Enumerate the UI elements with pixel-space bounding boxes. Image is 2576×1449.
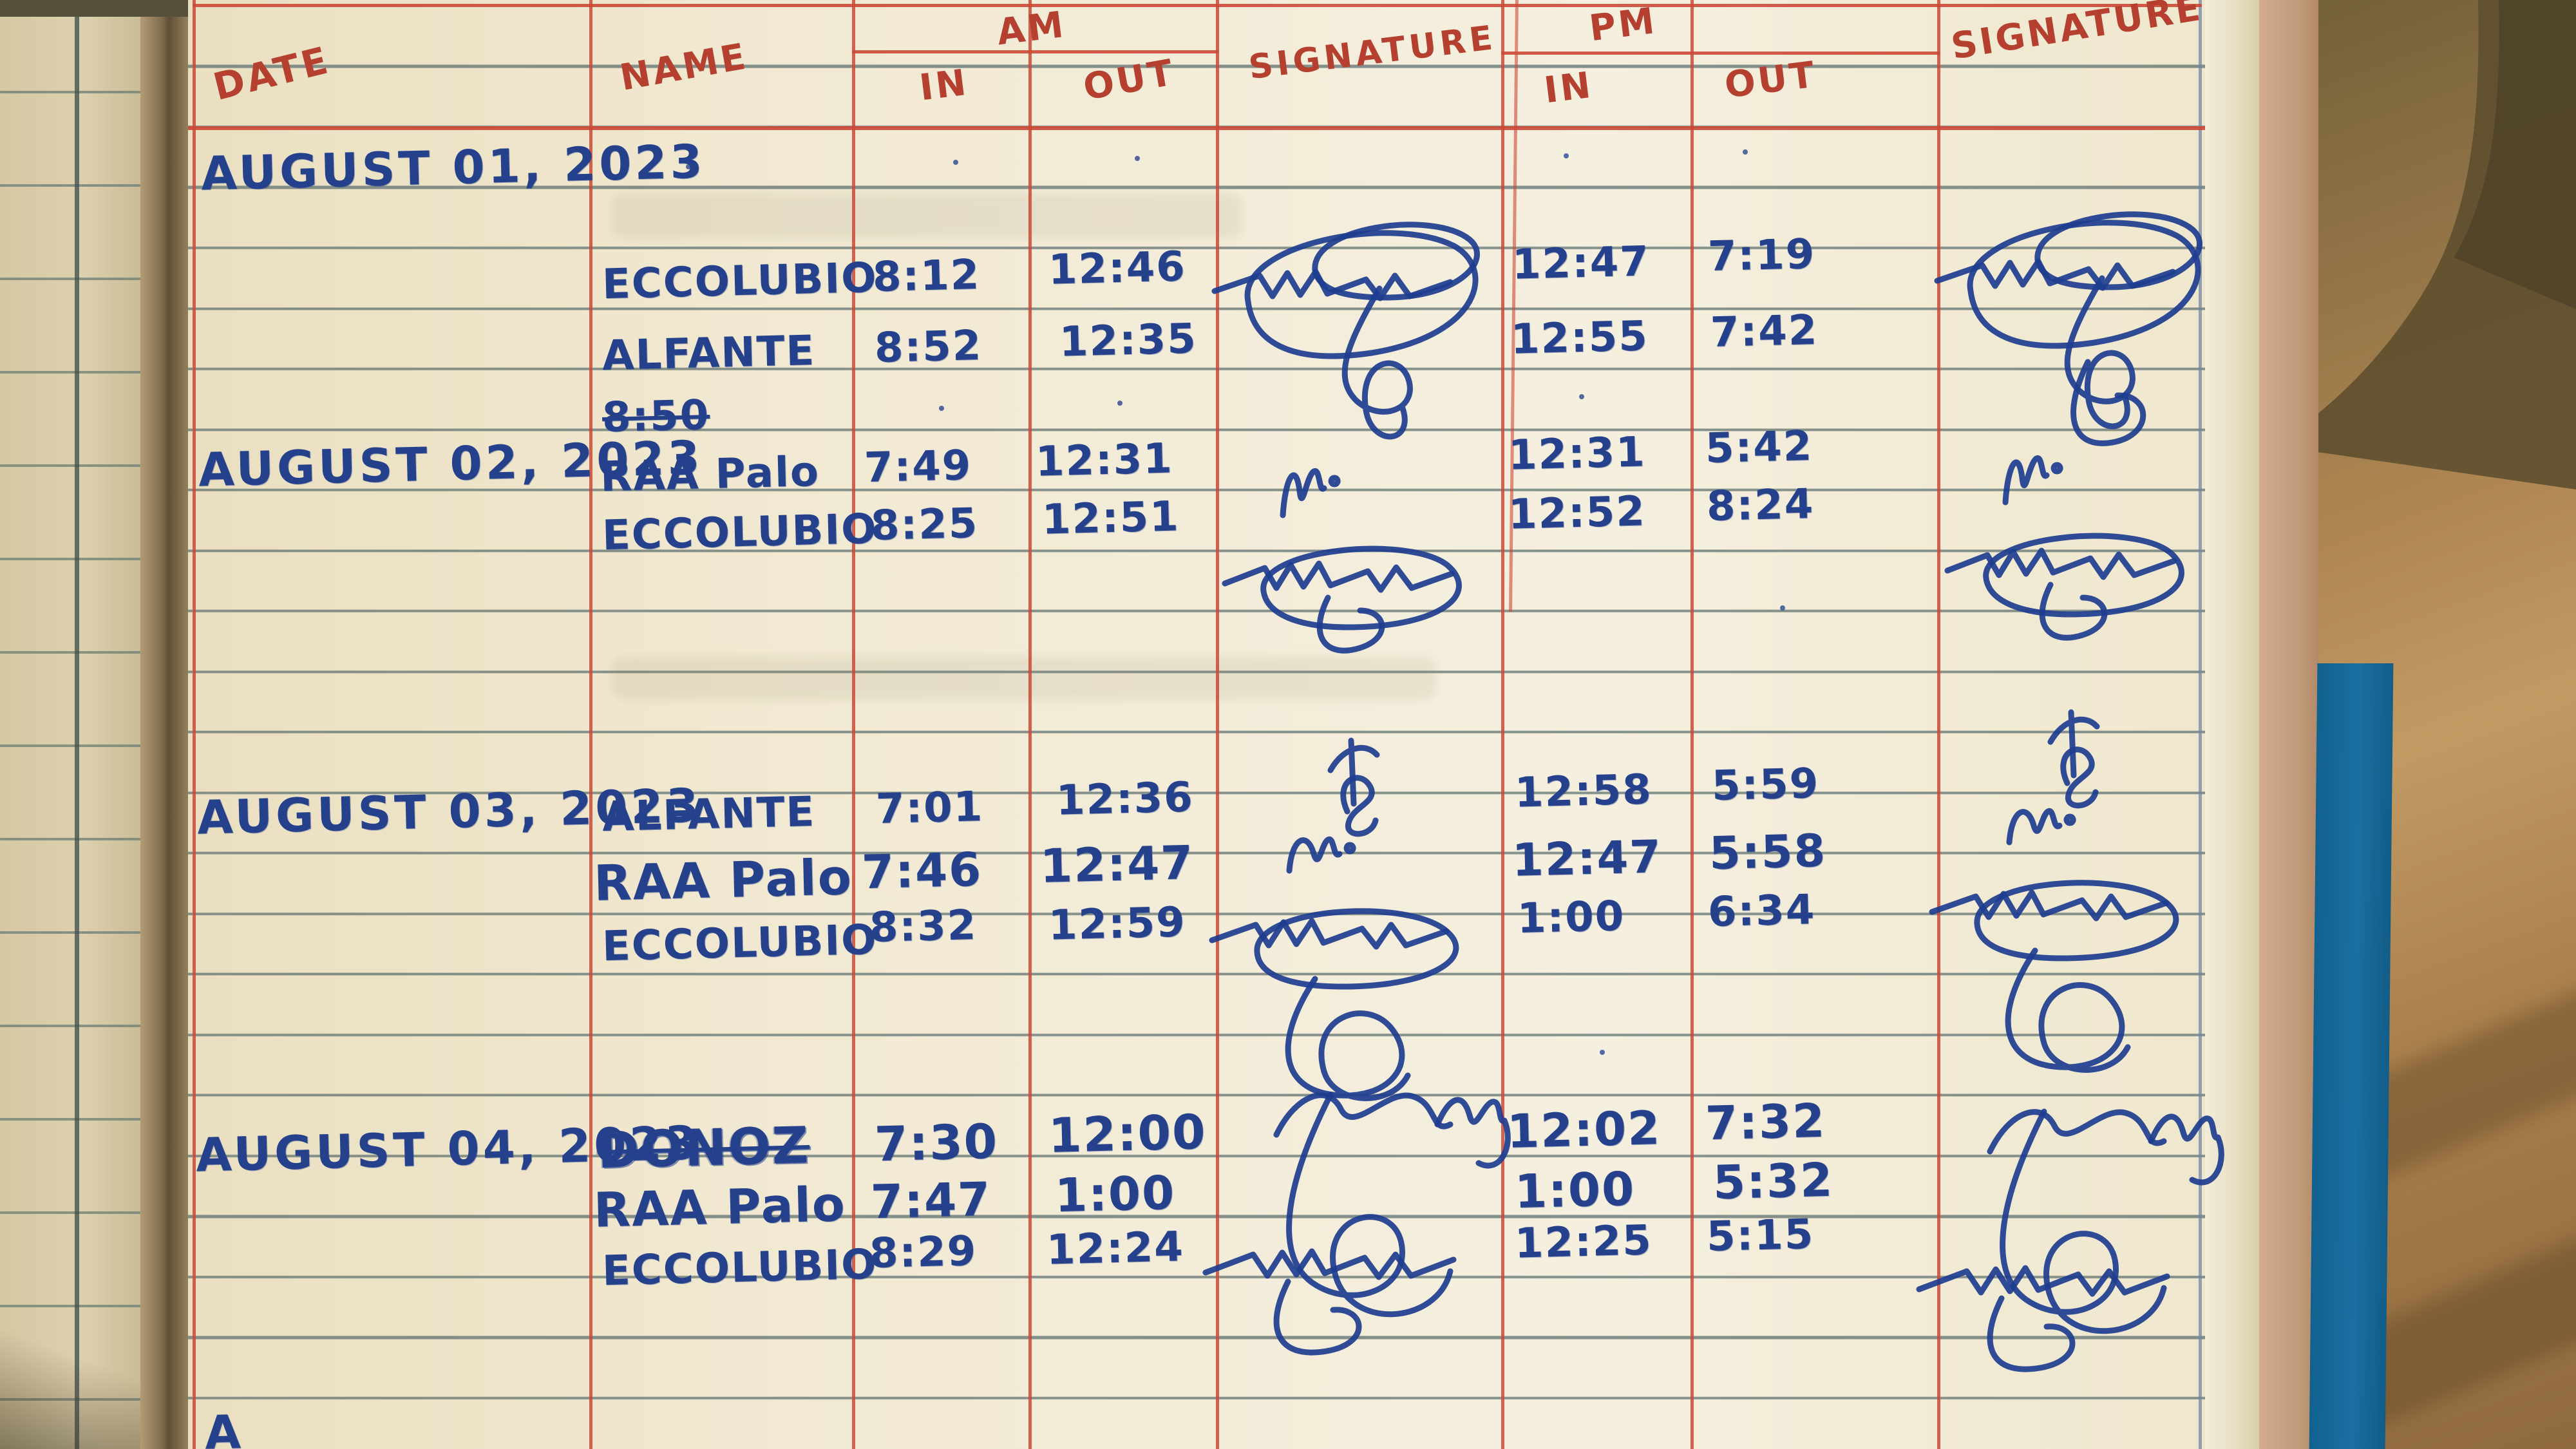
name-value: ECCOLUBIO bbox=[601, 505, 878, 560]
grid-line-horizontal bbox=[852, 50, 1218, 53]
am-out-value: 12:51 bbox=[1041, 493, 1180, 544]
grid-line-vertical bbox=[1028, 0, 1032, 1449]
page-stack-edge bbox=[2205, 0, 2259, 1449]
background-top-edge bbox=[0, 0, 193, 17]
am-in-value: 7:49 bbox=[864, 441, 973, 493]
grid-line-vertical bbox=[589, 0, 592, 1449]
pm-in-value: 12:31 bbox=[1508, 428, 1647, 480]
am-in-value: 7:47 bbox=[870, 1171, 992, 1229]
am-out-value: 12:24 bbox=[1046, 1223, 1185, 1274]
ink-dot bbox=[1135, 156, 1140, 161]
table-edge-band bbox=[2259, 0, 2318, 1449]
pm-out-value: 7:32 bbox=[1705, 1093, 1827, 1151]
am-out-value: 12:47 bbox=[1039, 835, 1195, 893]
am-out-value: 12:59 bbox=[1048, 898, 1187, 950]
next-date-partial: A bbox=[204, 1405, 245, 1449]
pm-in-value: 12:25 bbox=[1514, 1217, 1653, 1268]
embossed-ghost-row bbox=[612, 657, 1436, 699]
am-in-value: 7:30 bbox=[873, 1113, 999, 1173]
ink-dot bbox=[1743, 149, 1748, 155]
ink-dot bbox=[1564, 153, 1569, 158]
grid-line-vertical bbox=[1937, 0, 1940, 1449]
left-page-margin-line bbox=[75, 0, 79, 1449]
grid-line-horizontal bbox=[188, 126, 2205, 130]
grid-line-vertical bbox=[1690, 0, 1694, 1449]
name-value: ALFANTE bbox=[601, 327, 817, 381]
pm-out-value: 5:58 bbox=[1709, 824, 1828, 880]
pm-out-value: 5:59 bbox=[1711, 759, 1821, 811]
grid-line-vertical bbox=[193, 0, 196, 1449]
pm-in-value: 12:47 bbox=[1511, 830, 1663, 887]
ink-dot bbox=[1579, 394, 1584, 399]
name-value: ECCOLUBIO bbox=[601, 1240, 878, 1296]
book-gutter bbox=[140, 0, 188, 1449]
pm-out-value: 5:32 bbox=[1712, 1152, 1835, 1210]
embossed-ghost-row bbox=[612, 193, 1243, 238]
am-out-value: 12:00 bbox=[1047, 1104, 1208, 1164]
header-pm: PM bbox=[1587, 0, 1660, 50]
grid-line-horizontal bbox=[193, 4, 2202, 7]
am-out-value: 12:35 bbox=[1059, 315, 1198, 366]
name-value: RAA Palo bbox=[600, 448, 820, 502]
ink-dot bbox=[1600, 1050, 1605, 1055]
name-value: ECCOLUBIO bbox=[601, 916, 878, 971]
ink-dot bbox=[939, 406, 944, 411]
logbook-main-page bbox=[188, 0, 2205, 1449]
page-right-margin-line bbox=[2199, 0, 2202, 1449]
pm-in-value: 12:02 bbox=[1506, 1101, 1662, 1159]
ink-dot bbox=[953, 160, 958, 165]
name-value: RAA Palo bbox=[592, 848, 853, 912]
am-out-value: 12:31 bbox=[1035, 435, 1174, 486]
pm-out-value: 6:34 bbox=[1707, 886, 1817, 937]
pm-out-value: 7:19 bbox=[1707, 230, 1817, 281]
left-page-shadow bbox=[0, 1327, 140, 1449]
header-am: AM bbox=[994, 3, 1068, 54]
am-in-value: 8:29 bbox=[869, 1227, 978, 1278]
grid-line-vertical bbox=[1216, 0, 1219, 1449]
left-page bbox=[0, 0, 140, 1449]
pm-out-value: 8:24 bbox=[1706, 480, 1815, 531]
blue-stripe bbox=[2309, 663, 2394, 1449]
grid-line-horizontal bbox=[1501, 52, 1940, 55]
am-in-value: 8:32 bbox=[869, 901, 978, 952]
pm-in-value: 12:55 bbox=[1510, 312, 1649, 364]
name-value: ECCOLUBIO bbox=[601, 254, 878, 309]
ink-dot bbox=[1117, 401, 1122, 406]
name-value: RAA Palo bbox=[593, 1177, 847, 1238]
name-value: DONOZ bbox=[596, 1116, 811, 1180]
grid-line-vertical bbox=[1501, 0, 1504, 1449]
ink-dot bbox=[686, 164, 691, 169]
name-value: ALFANTE bbox=[601, 788, 817, 842]
am-out-value: 12:36 bbox=[1056, 773, 1195, 825]
pm-in-value: 1:00 bbox=[1517, 892, 1626, 943]
am-in-value: 8:12 bbox=[872, 251, 981, 302]
am-out-value: 12:46 bbox=[1048, 243, 1187, 294]
am-in-value: 7:01 bbox=[875, 782, 985, 834]
am-in-value: 8:52 bbox=[874, 321, 983, 373]
header-pm-in: IN bbox=[1542, 64, 1596, 112]
pm-in-value: 1:00 bbox=[1514, 1161, 1636, 1219]
am-in-value: 8:25 bbox=[870, 499, 980, 551]
am-in-value: 7:46 bbox=[861, 842, 983, 900]
am-out-value: 1:00 bbox=[1054, 1165, 1177, 1223]
pm-out-value: 5:42 bbox=[1705, 422, 1814, 473]
pm-out-value: 7:42 bbox=[1710, 306, 1819, 357]
pm-in-value: 12:47 bbox=[1511, 238, 1651, 289]
ink-dot bbox=[1780, 605, 1785, 611]
pm-in-value: 12:52 bbox=[1508, 488, 1647, 539]
grid-line-vertical bbox=[852, 0, 855, 1449]
pm-out-value: 5:15 bbox=[1706, 1210, 1815, 1262]
header-am-in: IN bbox=[917, 61, 971, 109]
pm-in-value: 12:58 bbox=[1514, 766, 1653, 817]
